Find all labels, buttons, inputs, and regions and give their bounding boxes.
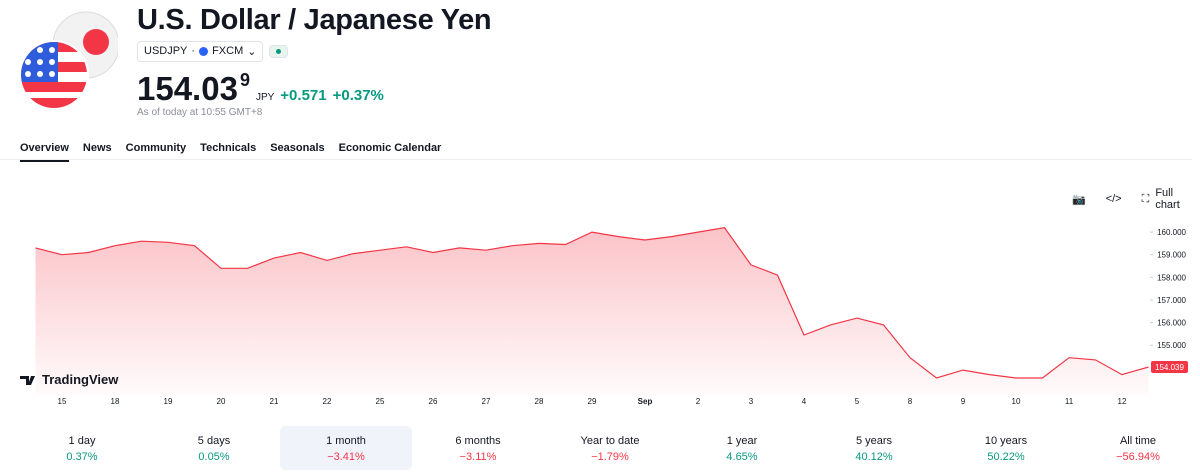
y-tick-label: 156.000: [1157, 319, 1186, 328]
x-tick-label: 22: [323, 397, 332, 406]
area: [35, 227, 1149, 395]
x-tick-label: 20: [217, 397, 226, 406]
symbol-chip[interactable]: USDJPY · FXCM ⌄: [137, 40, 264, 62]
period-change: 0.05%: [198, 451, 230, 463]
tab[interactable]: Economic Calendar: [338, 142, 442, 154]
x-tick-label: Sep: [638, 397, 653, 406]
period[interactable]: 1 year 4.65%: [676, 426, 808, 470]
full-chart-button[interactable]: ⛶ Full chart: [1136, 187, 1200, 211]
period-change: 4.65%: [726, 451, 758, 463]
price: 154.03: [137, 70, 238, 107]
period-change: 50.22%: [987, 451, 1025, 463]
x-tick-label: 18: [111, 397, 120, 406]
period-label: 1 year: [726, 435, 758, 447]
tab[interactable]: Seasonals: [270, 142, 325, 154]
last-price-tag: [1151, 360, 1188, 373]
x-tick-label: 4: [802, 397, 807, 406]
as-of: As of today at 10:55 GMT+8: [137, 107, 263, 118]
brand: TradingView: [42, 372, 119, 387]
x-tick-label: 27: [482, 397, 491, 406]
currency: JPY: [255, 92, 275, 103]
period-label: 1 day: [68, 435, 96, 447]
period[interactable]: 1 day 0.37%: [16, 426, 148, 470]
last-price-label: 154.039: [1155, 363, 1184, 372]
embed-button[interactable]: </>: [1105, 193, 1122, 205]
y-tick-label: 155.000: [1157, 341, 1186, 350]
x-tick-label: 5: [855, 397, 860, 406]
period-label: All time: [1119, 435, 1157, 447]
snapshot-button[interactable]: 📷: [1072, 193, 1086, 206]
period-change: 40.12%: [855, 451, 893, 463]
period[interactable]: 10 years 50.22%: [940, 426, 1072, 470]
symbol: USDJPY: [144, 45, 188, 57]
x-tick-label: 10: [1012, 397, 1021, 406]
y-tick-label: 157.000: [1157, 296, 1186, 305]
x-tick-label: 3: [749, 397, 754, 406]
brand-logo: [20, 376, 35, 385]
exchange: FXCM: [212, 45, 244, 57]
period-label: 1 month: [326, 435, 366, 447]
price-row: 154.03 9 JPY +0.571 +0.37%: [137, 70, 384, 108]
period-label: 5 years: [855, 435, 893, 447]
y-tick-label: 159.000: [1157, 251, 1186, 260]
title: U.S. Dollar / Japanese Yen: [137, 4, 492, 36]
period-label: Year to date: [580, 435, 640, 447]
change: +0.571: [280, 87, 327, 104]
x-tick-label: 2: [696, 397, 701, 406]
divider: [0, 159, 1192, 160]
period-label: 6 months: [455, 435, 501, 447]
x-tick-label: 21: [270, 397, 279, 406]
periods: 1 day 0.37% 5 days 0.05% 1 month −3.41% 6 mont…: [16, 426, 1200, 470]
period[interactable]: 5 days 0.05%: [148, 426, 280, 470]
tabs: Overview News Community Technicals Seasonals…: [20, 142, 441, 162]
x-tick-label: 29: [588, 397, 597, 406]
change-percent: +0.37%: [332, 87, 384, 104]
x-tick-label: 28: [535, 397, 544, 406]
x-tick-label: 12: [1118, 397, 1127, 406]
period-change: −56.94%: [1116, 451, 1160, 463]
ticker-row: USDJPY · FXCM ⌄: [137, 40, 289, 62]
period-change: −3.11%: [459, 451, 497, 463]
x-tick-label: 8: [908, 397, 913, 406]
tab[interactable]: Community: [125, 142, 187, 154]
period-change: −3.41%: [327, 451, 365, 463]
x-tick-label: 11: [1065, 397, 1074, 406]
x-tick-label: 19: [164, 397, 173, 406]
tab[interactable]: Technicals: [200, 142, 257, 154]
status-chip[interactable]: [269, 44, 289, 58]
full-chart-label: Full chart: [1155, 187, 1180, 211]
period-change: 0.37%: [66, 451, 98, 463]
period[interactable]: All time −56.94%: [1072, 426, 1200, 470]
x-tick-label: 25: [376, 397, 385, 406]
tab[interactable]: News: [82, 142, 112, 154]
y-tick-label: 158.000: [1157, 273, 1186, 282]
period[interactable]: 1 month −3.41%: [280, 426, 412, 470]
period[interactable]: Year to date −1.79%: [544, 426, 676, 470]
price-line: [35, 226, 1149, 379]
x-tick-label: 9: [961, 397, 966, 406]
flag-icon: [19, 11, 118, 110]
period-label: 5 days: [197, 435, 231, 447]
period-label: 10 years: [984, 435, 1028, 447]
toolbar: 📷 </> ⛶ Full chart: [1066, 187, 1200, 211]
tab[interactable]: Overview: [20, 142, 69, 162]
period[interactable]: 5 years 40.12%: [808, 426, 940, 470]
x-tick-label: 26: [429, 397, 438, 406]
period[interactable]: 6 months −3.11%: [412, 426, 544, 470]
price-digit: 9: [239, 70, 250, 90]
y-tick-label: 160.000: [1157, 228, 1186, 237]
x-tick-label: 15: [58, 397, 67, 406]
period-change: −1.79%: [591, 451, 629, 463]
